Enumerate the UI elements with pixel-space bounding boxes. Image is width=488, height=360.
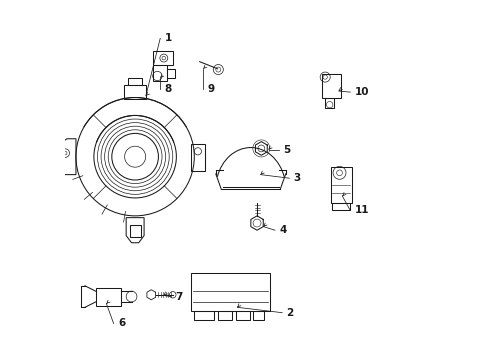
Text: 7: 7 xyxy=(175,292,183,302)
Bar xyxy=(190,273,269,311)
Text: 8: 8 xyxy=(164,84,171,94)
Bar xyxy=(96,288,121,306)
Text: 6: 6 xyxy=(118,319,125,328)
Bar xyxy=(321,74,341,98)
Bar xyxy=(235,311,249,320)
Text: 4: 4 xyxy=(279,225,286,235)
Bar xyxy=(129,225,140,237)
Bar xyxy=(253,311,264,320)
Bar xyxy=(330,167,351,203)
Bar xyxy=(325,98,333,108)
Bar xyxy=(153,65,167,81)
Bar xyxy=(332,203,349,211)
Text: 1: 1 xyxy=(164,33,171,43)
Bar xyxy=(217,311,231,320)
Text: 5: 5 xyxy=(282,144,289,154)
Bar xyxy=(124,85,145,99)
Text: 11: 11 xyxy=(354,206,368,216)
Text: 9: 9 xyxy=(207,84,214,94)
Bar xyxy=(167,69,174,78)
Text: 3: 3 xyxy=(293,173,300,183)
Text: 10: 10 xyxy=(354,87,368,97)
Bar xyxy=(153,51,172,65)
Bar xyxy=(190,144,204,171)
Bar xyxy=(194,311,214,320)
Bar xyxy=(128,78,142,85)
Text: 2: 2 xyxy=(286,308,293,318)
